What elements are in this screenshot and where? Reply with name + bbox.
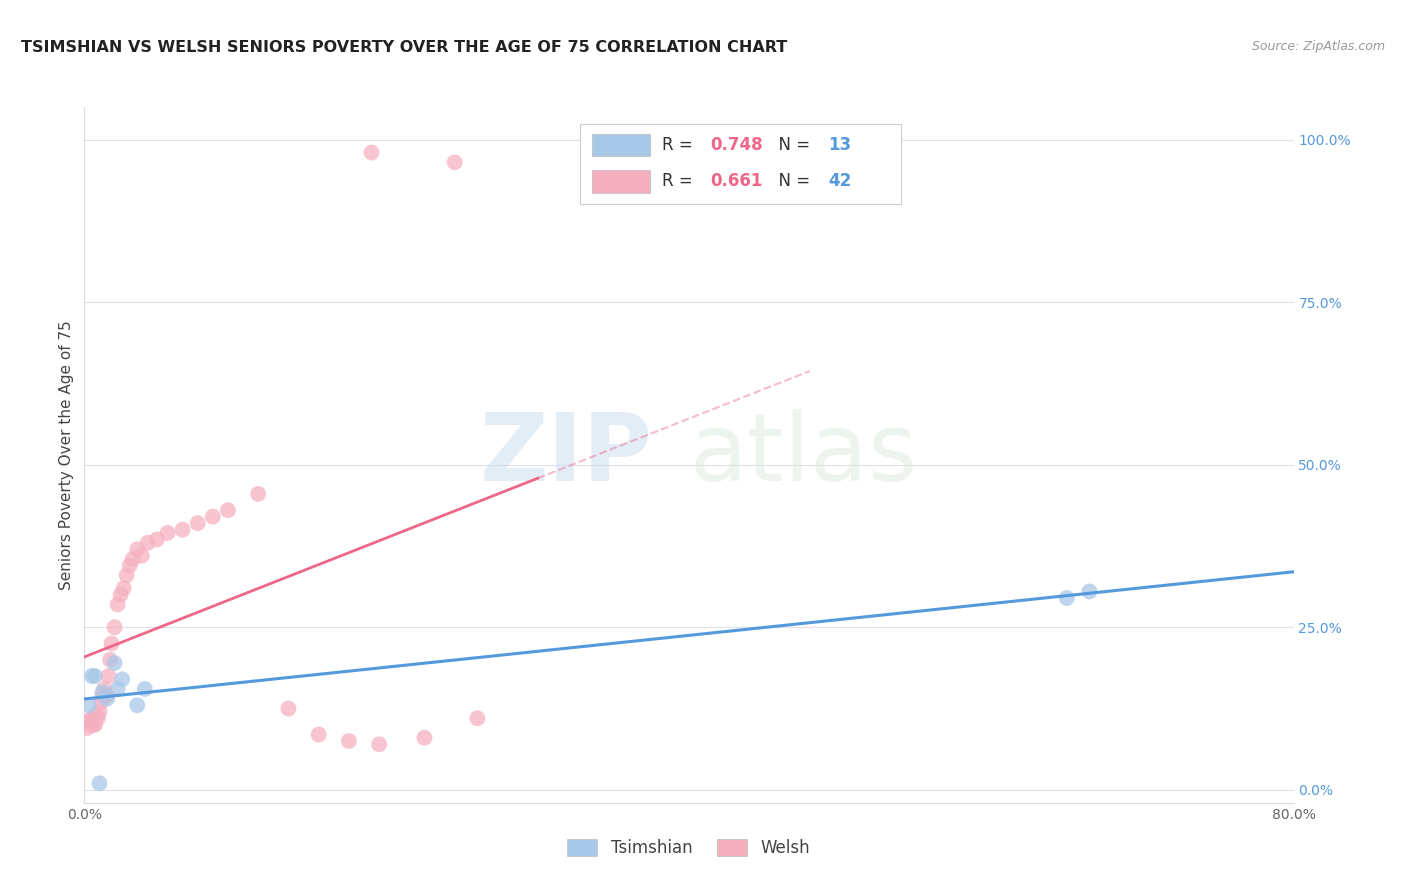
Point [217,503,239,517]
Point [368,737,391,751]
Point [98,653,121,667]
Point [91,689,114,703]
Point [337,734,360,748]
Text: 0.748: 0.748 [710,136,763,154]
Y-axis label: Seniors Poverty Over the Age of 75: Seniors Poverty Over the Age of 75 [59,320,75,590]
Legend: Tsimshian, Welsh: Tsimshian, Welsh [561,832,817,864]
Point [80,711,103,725]
Point [121,552,143,566]
Point [86,708,108,723]
Point [84,669,107,683]
Point [1056,591,1078,605]
Point [77,698,100,713]
Text: atlas: atlas [689,409,917,501]
Text: N =: N = [768,172,815,191]
Text: ZIP: ZIP [479,409,652,501]
Point [104,656,127,670]
Point [187,516,209,531]
Point [134,681,156,696]
Point [80,669,103,683]
FancyBboxPatch shape [581,124,901,204]
Point [107,598,129,612]
Point [93,681,115,696]
Point [127,542,149,557]
Text: R =: R = [662,172,699,191]
Point [127,698,149,713]
Point [91,685,114,699]
Point [104,620,127,634]
Point [107,681,129,696]
Point [77,714,100,729]
Text: R =: R = [662,136,699,154]
Text: 42: 42 [828,172,851,191]
Point [1078,584,1101,599]
Point [82,718,104,732]
Point [413,731,436,745]
Point [97,669,120,683]
Point [112,581,135,595]
Text: 0.661: 0.661 [710,172,763,191]
Point [360,145,382,160]
Point [89,705,111,719]
Point [118,558,141,573]
Point [100,636,122,650]
Point [87,711,110,725]
Point [94,689,117,703]
FancyBboxPatch shape [592,134,650,156]
Point [172,523,194,537]
Point [111,672,134,686]
Point [110,588,132,602]
Text: Source: ZipAtlas.com: Source: ZipAtlas.com [1251,40,1385,54]
Point [96,691,118,706]
Point [115,568,138,582]
Point [131,549,153,563]
Text: N =: N = [768,136,815,154]
Point [90,695,112,709]
Point [443,155,465,169]
Point [156,525,179,540]
Text: 13: 13 [828,136,851,154]
Point [467,711,489,725]
Point [84,718,107,732]
Point [96,689,118,703]
Point [201,509,224,524]
Point [79,718,101,732]
Point [76,721,98,735]
FancyBboxPatch shape [592,170,650,193]
Point [136,535,159,549]
Point [247,487,270,501]
Point [277,701,299,715]
Point [89,776,111,790]
Text: TSIMSHIAN VS WELSH SENIORS POVERTY OVER THE AGE OF 75 CORRELATION CHART: TSIMSHIAN VS WELSH SENIORS POVERTY OVER … [21,40,787,55]
Point [308,727,330,741]
Point [146,533,169,547]
